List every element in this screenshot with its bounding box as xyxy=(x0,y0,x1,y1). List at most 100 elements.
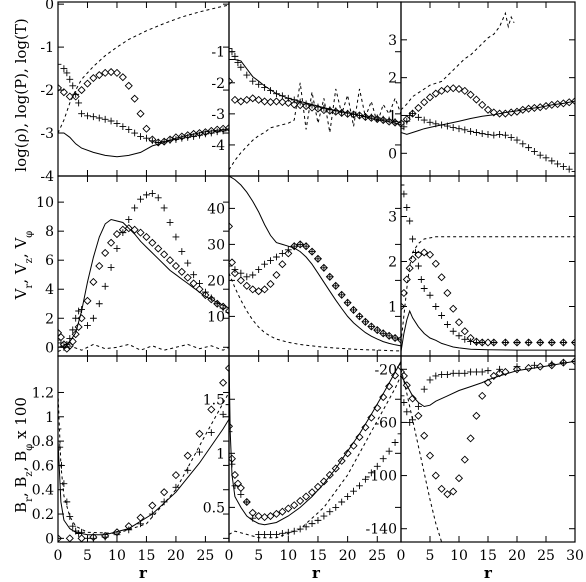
plus-point xyxy=(75,530,83,537)
plus-point xyxy=(320,264,328,272)
x-tick-label: 10 xyxy=(279,548,297,564)
plus-point xyxy=(542,154,550,162)
plus-point xyxy=(571,168,575,175)
plus-point xyxy=(373,326,381,334)
plus-point xyxy=(107,117,115,125)
plus-point xyxy=(401,392,405,400)
plus-point xyxy=(326,508,334,516)
plus-point xyxy=(548,360,556,368)
diamond-point xyxy=(148,501,157,510)
plus-point xyxy=(249,271,257,279)
diamond-point xyxy=(195,429,204,438)
plus-point xyxy=(143,134,150,142)
plus-point xyxy=(513,136,521,144)
diamond-point xyxy=(230,470,239,479)
plus-point xyxy=(531,361,538,369)
plus-point xyxy=(296,98,304,106)
panel-r1-c1: 10 20 30 40 xyxy=(207,175,402,357)
diamond-point xyxy=(478,100,487,109)
diamond-point xyxy=(313,482,323,491)
plus-point xyxy=(243,498,251,506)
plus-point xyxy=(403,204,411,211)
diamond-point xyxy=(230,95,239,104)
plus-point xyxy=(213,128,221,136)
plus-point xyxy=(160,138,168,146)
series-solid-line xyxy=(58,218,229,348)
plus-point xyxy=(225,126,229,134)
plus-point xyxy=(412,249,419,256)
diamond-point xyxy=(124,81,133,90)
y-tick-label: 0.2 xyxy=(32,507,54,523)
plus-point xyxy=(350,111,357,118)
plus-point xyxy=(397,119,401,126)
plus-point xyxy=(202,130,209,138)
series-plus-markers xyxy=(229,241,401,344)
diamond-point xyxy=(229,77,234,86)
row-2-ylabel-part-3: z xyxy=(24,471,35,476)
plus-point xyxy=(344,493,352,500)
plus-point xyxy=(426,376,434,384)
diamond-point xyxy=(284,249,293,258)
diamond-point xyxy=(177,267,186,276)
plus-point xyxy=(455,332,463,340)
plus-point xyxy=(426,291,434,299)
plus-point xyxy=(290,242,298,250)
x-tick-label: 30 xyxy=(566,548,584,564)
y-tick-label: 0.5 xyxy=(203,500,225,516)
plus-point xyxy=(356,112,363,119)
plus-point xyxy=(391,439,399,446)
diamond-point xyxy=(77,534,86,542)
diamond-point xyxy=(349,110,358,119)
plus-point xyxy=(367,113,375,121)
plus-point xyxy=(178,134,186,142)
diamond-point xyxy=(242,281,251,290)
diamond-point xyxy=(460,455,469,464)
plus-point xyxy=(284,246,292,254)
plus-point xyxy=(249,514,257,522)
plus-point xyxy=(131,204,139,212)
plus-point xyxy=(560,339,567,346)
diamond-point xyxy=(254,512,263,521)
diamond-point xyxy=(142,124,151,133)
diamond-point xyxy=(489,108,498,117)
plus-point xyxy=(409,110,416,117)
plus-point xyxy=(184,259,192,267)
plus-point xyxy=(444,371,451,378)
plus-point xyxy=(273,253,280,261)
y-tick-label: 10 xyxy=(36,195,54,211)
plus-point xyxy=(101,282,109,290)
plus-point xyxy=(196,448,203,456)
diamond-point xyxy=(296,101,305,110)
plus-point xyxy=(496,130,503,138)
plus-point xyxy=(397,430,401,438)
plus-point xyxy=(548,339,556,346)
row-1-ylabel-part-4: , V xyxy=(12,237,30,259)
diamond-point xyxy=(266,98,275,107)
plus-point xyxy=(461,369,469,377)
plus-point xyxy=(338,291,346,299)
diamond-point xyxy=(401,288,408,298)
diamond-point xyxy=(58,328,63,337)
series-diamond-markers xyxy=(229,362,401,522)
panel-r1-c2: 1 2 3 xyxy=(388,175,576,357)
row-1-ylabel-part-0: V xyxy=(12,287,30,300)
plus-point xyxy=(326,106,334,114)
plot-area xyxy=(58,190,229,353)
panel-frame xyxy=(400,355,576,543)
panel-frame xyxy=(400,175,576,357)
plus-point xyxy=(420,285,428,292)
diamond-point xyxy=(59,88,68,97)
plus-point xyxy=(467,127,474,135)
diamond-point xyxy=(219,378,228,387)
plus-point xyxy=(415,403,422,410)
plot-area xyxy=(58,364,229,542)
plus-point xyxy=(66,335,74,342)
plus-point xyxy=(229,428,233,436)
plus-point xyxy=(438,312,445,319)
diamond-point xyxy=(483,105,493,114)
plus-point xyxy=(63,498,71,506)
plus-point xyxy=(207,294,215,302)
plus-point xyxy=(60,65,68,72)
